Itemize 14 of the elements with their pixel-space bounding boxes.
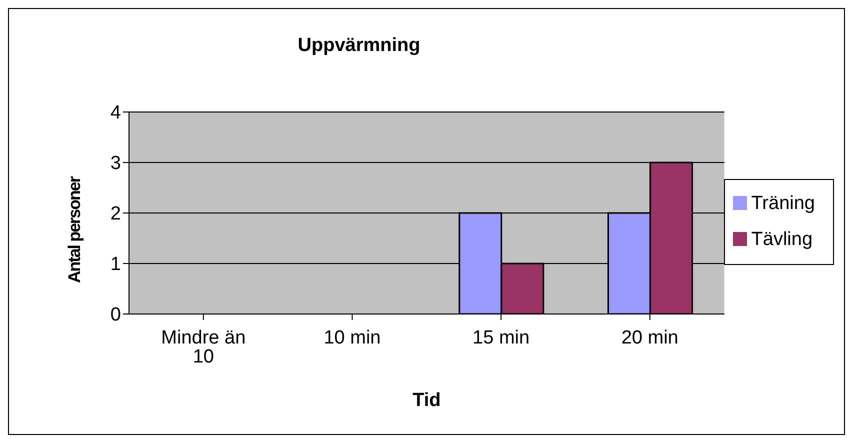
y-tick-label: 3 xyxy=(110,153,121,174)
legend-label: Träning xyxy=(751,192,815,214)
chart-title: Uppvärmning xyxy=(296,35,422,57)
x-tick-label: Mindre än 10 xyxy=(161,327,246,368)
y-tick-label: 1 xyxy=(110,254,121,276)
legend-label: Tävling xyxy=(751,228,813,250)
y-tick-label: 2 xyxy=(110,204,121,225)
x-axis-title: Tid xyxy=(412,390,441,411)
x-tick-label: 20 min xyxy=(621,327,678,348)
x-tick-label: 10 min xyxy=(324,327,381,348)
y-tick-label: 4 xyxy=(110,102,122,124)
y-axis-title: Antal personer xyxy=(65,176,84,283)
x-tick-label: 15 min xyxy=(472,327,530,348)
y-tick-label: 0 xyxy=(110,304,121,326)
